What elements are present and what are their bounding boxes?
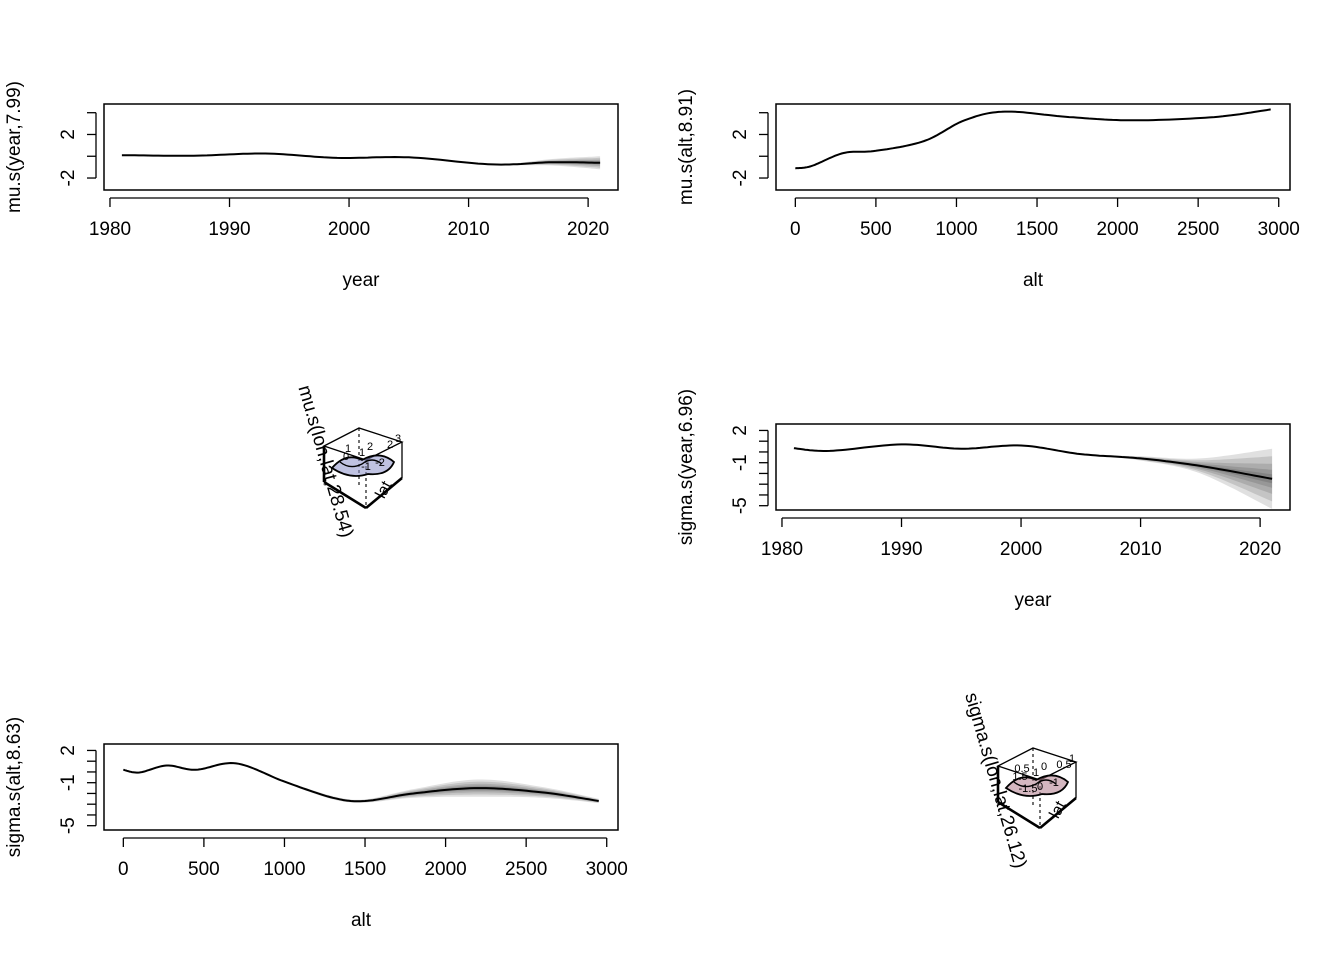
surface-axis-label: lat — [373, 478, 396, 501]
y-tick-label: -2 — [58, 170, 79, 187]
y-tick-label: 2 — [58, 745, 79, 756]
x-tick-label: 0 — [790, 219, 801, 240]
x-tick-label: 1990 — [208, 219, 250, 240]
band-layer — [123, 763, 599, 802]
smooth-curve — [795, 108, 1271, 170]
contour-label: 0 — [343, 451, 349, 463]
x-tick-label: 1500 — [1016, 219, 1058, 240]
panel-sigma-lonlat: 0.5 01.5 10.510 -1-1.5latsigma.s(lon,lat,26… — [960, 690, 1078, 871]
y-axis-title: mu.s(year,7.99) — [4, 81, 25, 213]
y-axis: -5 -1 2 — [58, 745, 97, 834]
smooth-curve — [793, 443, 1273, 480]
x-tick-label: 2000 — [328, 219, 370, 240]
x-tick-label: 2000 — [424, 859, 466, 880]
x-axis: 1980 1990 2000 2010 2020 — [761, 517, 1281, 560]
contour-label: 1 — [345, 443, 351, 455]
x-tick-label: 2010 — [1119, 539, 1161, 560]
x-axis-title: year — [1015, 590, 1053, 611]
y-tick-label: 2 — [58, 129, 79, 140]
y-tick-label: 2 — [730, 129, 751, 140]
contour-label: 0 — [1037, 781, 1043, 793]
y-tick-label: 2 — [730, 425, 751, 436]
contour-label: 1 — [1033, 767, 1039, 779]
x-tick-label: 2000 — [1096, 219, 1138, 240]
plot-frame — [775, 103, 1291, 191]
x-tick-label: 500 — [860, 219, 892, 240]
contour-label: 1.5 — [1012, 771, 1027, 783]
contour-label: -1 — [361, 461, 371, 473]
x-tick-label: 1000 — [263, 859, 305, 880]
band-layer — [123, 763, 599, 804]
x-tick-label: 500 — [188, 859, 220, 880]
plot-frame — [103, 103, 619, 191]
x-tick-label: 1980 — [89, 219, 131, 240]
band-layer — [123, 763, 599, 803]
y-axis: -2 2 — [730, 112, 769, 187]
contour-label: 1 — [1069, 753, 1075, 765]
x-tick-label: 1000 — [935, 219, 977, 240]
confidence-band — [793, 444, 1273, 509]
x-tick-label: 1500 — [344, 859, 386, 880]
x-axis-title: alt — [1023, 270, 1044, 291]
contour-label: 1 — [359, 447, 365, 459]
band-layer — [793, 444, 1273, 494]
plot-frame — [775, 423, 1291, 511]
y-tick-label: -1 — [58, 774, 79, 791]
y-tick-label: -5 — [58, 817, 79, 834]
panel-mu-year: 1980 1990 2000 2010 2020 year -2 2 mu.s(year,7.9… — [4, 81, 619, 291]
surface-fill — [330, 454, 396, 477]
y-axis: -2 2 — [58, 112, 97, 187]
smooth-curve — [123, 761, 599, 803]
panel-sigma-alt: 0 500 1000 1500 2000 2500 3000 alt -5 -1 2 sigma.s(… — [4, 717, 628, 931]
y-axis-title: mu.s(alt,8.91) — [676, 89, 697, 205]
box-edge — [365, 477, 403, 509]
y-axis-title: sigma.s(year,6.96) — [676, 389, 697, 545]
contour-label: 2 — [387, 439, 393, 451]
x-axis: 0 500 1000 1500 2000 2500 3000 — [790, 197, 1300, 240]
x-axis: 0 500 1000 1500 2000 2500 3000 — [118, 837, 628, 880]
y-tick-label: -5 — [730, 497, 751, 514]
x-axis-title: year — [343, 270, 381, 291]
band-layer — [793, 444, 1273, 509]
x-tick-label: 2020 — [1239, 539, 1281, 560]
contour-label: -1.5 — [1019, 783, 1038, 795]
contour-label: 0.5 — [1014, 763, 1029, 775]
smooth-curve — [121, 152, 601, 166]
contour-label: 3 — [395, 433, 401, 445]
box-edge — [323, 480, 367, 510]
x-tick-label: 3000 — [1258, 219, 1300, 240]
contour-line — [1013, 779, 1057, 788]
surface-axis-label: lat — [1047, 798, 1070, 821]
x-tick-label: 1990 — [880, 539, 922, 560]
x-tick-label: 2000 — [1000, 539, 1042, 560]
x-tick-label: 2020 — [567, 219, 609, 240]
surface-fill — [1004, 774, 1070, 797]
x-tick-label: 1980 — [761, 539, 803, 560]
contour-label: 2 — [367, 441, 373, 453]
box-edge — [997, 800, 1041, 830]
x-tick-label: 2500 — [505, 859, 547, 880]
y-tick-label: -2 — [730, 170, 751, 187]
y-tick-label: -1 — [730, 454, 751, 471]
contour-label: -1 — [1049, 777, 1059, 789]
x-tick-label: 3000 — [586, 859, 628, 880]
panel-mu-alt: 0 500 1000 1500 2000 2500 3000 alt -2 2 mu.s(alt,8… — [676, 89, 1300, 291]
x-tick-label: 0 — [118, 859, 129, 880]
contour-line — [339, 459, 383, 468]
x-axis-title: alt — [351, 910, 372, 931]
box-edge — [1039, 797, 1077, 829]
x-tick-label: 2010 — [447, 219, 489, 240]
y-axis: -5 -1 2 — [730, 425, 769, 514]
confidence-band — [123, 763, 599, 804]
contour-label: -2 — [375, 457, 385, 469]
panel-sigma-year: 1980 1990 2000 2010 2020 year -5 -1 2 sigma.s(yea… — [676, 389, 1291, 611]
x-axis: 1980 1990 2000 2010 2020 — [89, 197, 609, 240]
contour-label: 0.5 — [1056, 759, 1071, 771]
x-tick-label: 2500 — [1177, 219, 1219, 240]
contour-label: 0 — [1041, 761, 1047, 773]
y-axis-title: sigma.s(alt,8.63) — [4, 717, 25, 857]
plot-frame — [103, 743, 619, 831]
